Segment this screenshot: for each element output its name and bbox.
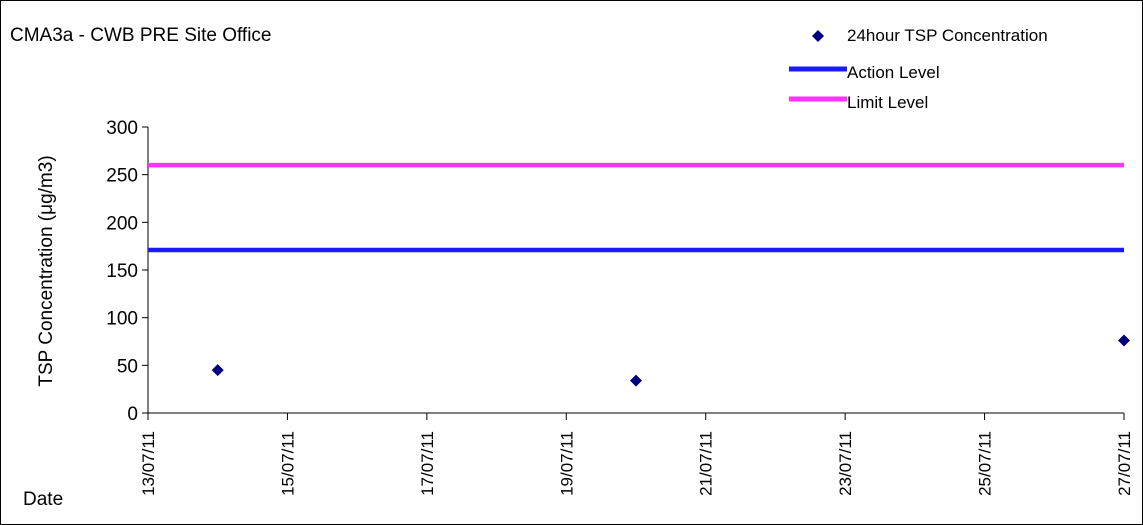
y-tick-label: 0 xyxy=(127,404,138,425)
x-tick-label: 17/07/11 xyxy=(418,431,437,496)
x-axis-title: Date xyxy=(23,489,64,510)
legend-label-action: Action Level xyxy=(847,63,940,82)
y-axis-title: TSP Concentration (μg/m3) xyxy=(36,155,57,386)
legend-action-line xyxy=(789,66,847,72)
x-tick-label: 25/07/11 xyxy=(976,431,995,496)
x-tick-label: 23/07/11 xyxy=(836,431,855,496)
x-tick-label: 15/07/11 xyxy=(278,431,297,496)
x-axis: 13/07/11 15/07/11 17/07/11 19/07/11 21/07/11… xyxy=(139,412,1134,496)
x-tick-label: 27/07/11 xyxy=(1115,431,1134,496)
y-tick-label: 200 xyxy=(106,213,138,234)
x-tick-label: 13/07/11 xyxy=(139,431,158,496)
data-point xyxy=(1118,334,1130,347)
y-tick-label: 150 xyxy=(106,261,138,282)
y-tick-label: 250 xyxy=(106,166,138,187)
legend-limit-line xyxy=(789,96,847,102)
legend-diamond-marker xyxy=(812,30,824,42)
y-tick-label: 300 xyxy=(106,118,138,139)
legend-label-tsp: 24hour TSP Concentration xyxy=(847,26,1048,45)
x-tick-label: 21/07/11 xyxy=(697,431,716,496)
legend-label-limit: Limit Level xyxy=(847,93,929,112)
chart-title: CMA3a - CWB PRE Site Office xyxy=(10,25,272,46)
y-axis: 0 50 100 150 200 250 300 xyxy=(106,118,149,425)
data-point xyxy=(630,374,642,387)
data-point xyxy=(211,364,224,377)
series-layer xyxy=(148,162,1130,387)
y-tick-label: 50 xyxy=(117,356,138,377)
x-tick-label: 19/07/11 xyxy=(557,431,576,496)
y-tick-label: 100 xyxy=(106,309,138,330)
